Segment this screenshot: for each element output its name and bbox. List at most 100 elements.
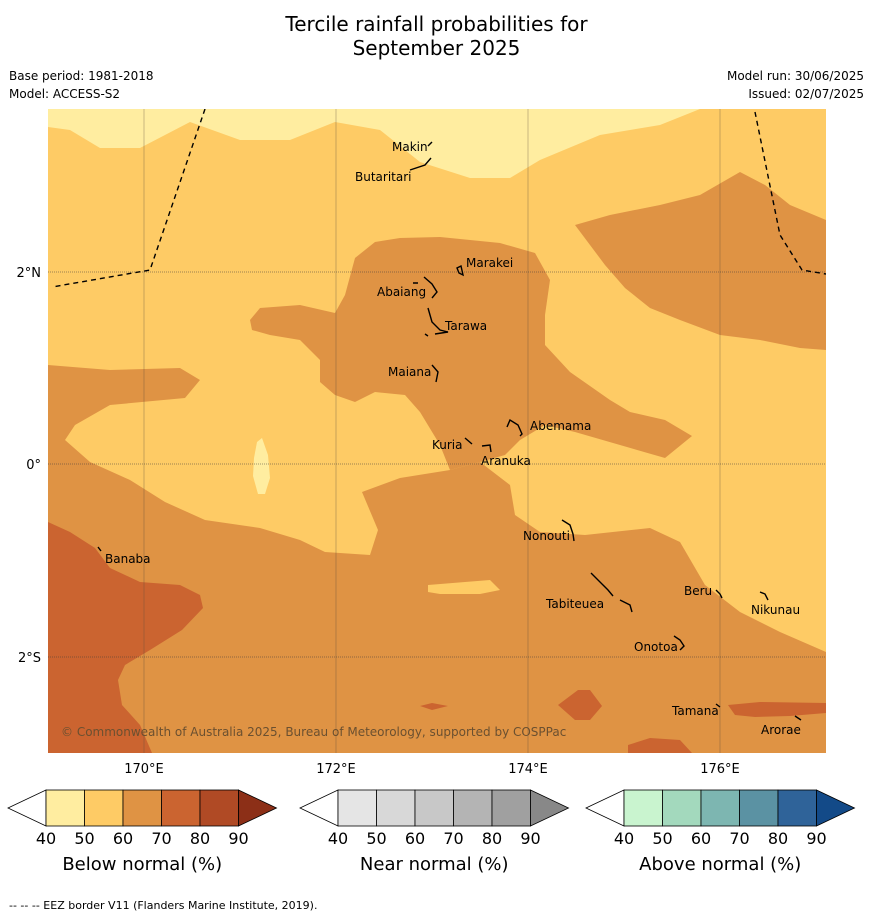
island-kuria: [464, 437, 473, 445]
label-aranuka: Aranuka: [481, 454, 531, 468]
label-kuria: Kuria: [432, 438, 463, 452]
island-nonouti: [561, 519, 575, 542]
map-title: Tercile rainfall probabilities for Septe…: [0, 12, 873, 60]
colorbar-tick-label: 40: [328, 829, 348, 848]
label-banaba: Banaba: [105, 552, 151, 566]
region-40-north: [48, 109, 826, 178]
colorbar-title: Above normal (%): [639, 854, 801, 875]
colorbar-tick-label: 70: [729, 829, 749, 848]
colorbar-2: 40 50 60 70 80 90 Above normal (%): [585, 789, 856, 875]
colorbar-tick-label: 90: [520, 829, 540, 848]
island-beru: [715, 589, 723, 599]
island-abemama: [506, 418, 523, 437]
issued-date: Issued: 02/07/2025: [748, 87, 864, 101]
label-onotoa: Onotoa: [634, 640, 678, 654]
label-makin: Makin: [392, 140, 428, 154]
x-tick-170e: 170°E: [124, 762, 164, 777]
colorbar-segment: [84, 789, 124, 827]
base-period: Base period: 1981-2018: [9, 69, 154, 83]
island-arorae: [794, 715, 802, 721]
model-name: Model: ACCESS-S2: [9, 87, 121, 101]
colorbar-under-triangle: [585, 789, 625, 827]
colorbar-over-triangle: [816, 789, 856, 827]
island-makin: [427, 141, 433, 147]
colorbar-tick-label: 40: [614, 829, 634, 848]
colorbar-segment: [414, 789, 454, 827]
label-maiana: Maiana: [388, 365, 431, 379]
region-70-speck: [420, 703, 448, 710]
colorbar-segment: [623, 789, 663, 827]
meta-right: Model run: 30/06/2025 Issued: 02/07/2025: [727, 67, 864, 103]
label-nonouti: Nonouti: [523, 529, 570, 543]
title-line-1: Tercile rainfall probabilities for: [285, 12, 588, 36]
label-abaiang: Abaiang: [377, 285, 426, 299]
model-run: Model run: 30/06/2025: [726, 69, 864, 83]
colorbars: 40 50 60 70 80 90 Below normal (%) 40 50 60 70 80 90…: [7, 789, 856, 875]
colorbar-segment: [700, 789, 740, 827]
y-tick-0: 0°: [26, 458, 41, 473]
region-60-east: [575, 172, 826, 350]
island-nikunau: [759, 591, 769, 601]
region-70-bottom: [628, 738, 692, 753]
footer-note: -- -- -- EEZ border V11 (Flanders Marine…: [9, 899, 318, 912]
colorbar-tick-label: 50: [74, 829, 94, 848]
region-50-patch: [428, 580, 500, 594]
label-marakei: Marakei: [466, 256, 513, 270]
colorbar-title: Below normal (%): [62, 854, 222, 875]
colorbar-segment: [122, 789, 162, 827]
colorbar-tick-label: 50: [652, 829, 672, 848]
copyright-text: © Commonwealth of Australia 2025, Bureau…: [61, 725, 566, 739]
label-abemama: Abemama: [530, 419, 591, 433]
colorbar-title: Near normal (%): [360, 854, 509, 875]
lat-lines: [48, 271, 826, 658]
island-banaba: [97, 546, 102, 552]
colorbar-tick-label: 40: [36, 829, 56, 848]
colorbar-segment: [453, 789, 493, 827]
label-tarawa: Tarawa: [444, 319, 487, 333]
island-tamana: [715, 703, 721, 708]
title-line-2: September 2025: [352, 36, 521, 60]
colorbar-tick-label: 90: [806, 829, 826, 848]
colorbar-tick-label: 70: [151, 829, 171, 848]
island-butaritari: [409, 157, 432, 171]
colorbar-tick-label: 70: [443, 829, 463, 848]
x-tick-172e: 172°E: [316, 762, 356, 777]
colorbar-1: 40 50 60 70 80 90 Near normal (%): [299, 789, 570, 875]
colorbar-under-triangle: [7, 789, 47, 827]
x-tick-176e: 176°E: [700, 762, 740, 777]
colorbar-over-triangle: [530, 789, 570, 827]
x-tick-174e: 174°E: [508, 762, 548, 777]
colorbar-tick-label: 60: [405, 829, 425, 848]
island-marakei: [456, 264, 465, 277]
region-70-southeast: [728, 702, 826, 717]
island-tabiteuea: [590, 572, 633, 613]
region-70-south: [558, 690, 602, 720]
colorbar-tick-label: 50: [366, 829, 386, 848]
island-aranuka: [481, 444, 492, 453]
region-60-main: [48, 365, 826, 753]
island-tarawa: [424, 307, 449, 337]
label-tamana: Tamana: [671, 704, 719, 718]
colorbar-segment: [662, 789, 702, 827]
colorbar-tick-label: 60: [113, 829, 133, 848]
colorbar-over-triangle: [238, 789, 278, 827]
island-onotoa: [673, 635, 685, 651]
map-area: Makin Butaritari Marakei Abaiang Tarawa …: [48, 109, 826, 753]
island-abaiang: [413, 276, 438, 299]
gridlines: [143, 109, 721, 753]
colorbar-0: 40 50 60 70 80 90 Below normal (%): [7, 789, 278, 875]
colorbar-segment: [739, 789, 779, 827]
region-40-patch: [253, 438, 270, 494]
islands: [97, 141, 802, 721]
island-maiana: [431, 364, 439, 383]
region-60-central: [250, 237, 692, 470]
colorbar-segment: [337, 789, 377, 827]
colorbar-segment: [199, 789, 239, 827]
region-70-west: [48, 522, 203, 753]
label-arorae: Arorae: [761, 723, 801, 737]
label-nikunau: Nikunau: [751, 603, 800, 617]
y-tick-2n: 2°N: [17, 266, 42, 281]
label-tabiteuea: Tabiteuea: [545, 597, 604, 611]
y-tick-2s: 2°S: [18, 651, 41, 666]
